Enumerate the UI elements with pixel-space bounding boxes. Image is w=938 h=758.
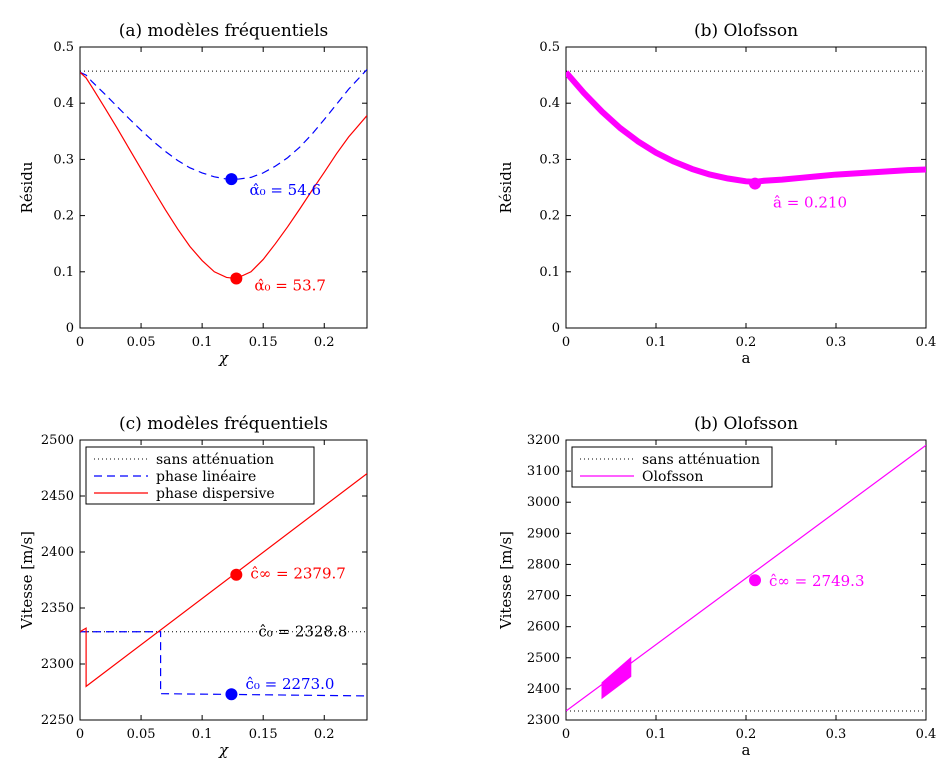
y-tick-label: 0.5 [53,40,74,55]
x-axis-label: a [742,741,751,758]
y-tick-label: 2400 [527,682,560,697]
x-axis-label: a [742,349,751,367]
data-marker [749,574,761,587]
x-tick-label: 0.15 [249,727,278,742]
legend-entry: Olofsson [642,469,703,485]
marker-label: α̂₀ = 54.6 [249,181,321,199]
y-tick-label: 2450 [41,489,74,504]
legend-box [571,446,773,488]
x-tick-label: 0 [562,335,570,350]
x-tick-label: 0.1 [192,335,213,350]
y-tick-label: 0.1 [539,265,560,280]
marker-label: ĉ∞ = 2749.3 [769,572,865,590]
x-tick-label: 0.4 [916,335,937,350]
y-tick-label: 3100 [527,464,560,479]
x-tick-label: 0.3 [826,727,847,742]
y-tick-label: 0.4 [539,96,560,111]
y-tick-label: 0.1 [53,265,74,280]
y-axis-label: Vitesse [m/s] [18,531,36,630]
data-marker [225,688,238,701]
chart-title: (b) Olofsson [694,414,798,434]
x-tick-label: 0.2 [314,727,335,742]
y-tick-label: 2500 [41,433,74,448]
x-tick-label: 0.05 [127,335,156,350]
x-axis-label: χ [218,349,229,367]
panel-a-residu-frequentiel: 0 0.05 0.1 0.15 0.2 0 0.1 0.2 0.3 0.4 0.5 (a) modèl… [18,21,368,367]
panel-d-vitesse-olofsson: 0 0.1 0.2 0.3 0.4 2300 2400 2500 2600 2700 2800 290… [497,414,936,758]
y-tick-label: 2250 [41,713,74,728]
y-tick-label: 0.2 [53,209,74,224]
y-tick-label: 2700 [527,589,560,604]
legend-box [85,446,315,505]
plot-area [566,444,926,712]
chart-title: (c) modèles fréquentiels [119,414,328,434]
y-tick-label: 2600 [527,620,560,635]
annotation-label: ĉ₀ = 2328.8 [258,623,347,641]
y-tick-label: 2900 [527,526,560,541]
x-tick-label: 0 [562,727,570,742]
data-marker [225,173,238,186]
marker-label: â = 0.210 [773,194,847,212]
plot-area [80,473,367,697]
marker-label: ĉ₀ = 2273.0 [245,675,334,693]
x-tick-label: 0.2 [314,335,335,350]
x-tick-label: 0 [76,727,84,742]
y-tick-label: 2300 [527,713,560,728]
legend-entry: phase dispersive [156,486,275,502]
data-marker [230,272,243,285]
data-marker [749,177,761,190]
panel-b-residu-olofsson: 0 0.1 0.2 0.3 0.4 0 0.1 0.2 0.3 0.4 0.5 (b) Olofsso… [497,21,936,367]
y-axis-label: Résidu [497,161,515,213]
y-tick-label: 2350 [41,601,74,616]
x-tick-label: 0.1 [646,727,667,742]
y-tick-label: 2400 [41,545,74,560]
y-tick-label: 2500 [527,651,560,666]
x-tick-label: 0.1 [646,335,667,350]
marker-label: α̂₀ = 53.7 [254,277,326,295]
marker-label: ĉ∞ = 2379.7 [250,565,346,583]
series-line-2 [80,473,367,688]
y-tick-label: 0.5 [539,40,560,55]
y-axis-label: Résidu [18,161,36,213]
plot-area [80,69,367,280]
axes-box [565,46,927,329]
y-tick-label: 0 [552,321,560,336]
y-tick-label: 0 [66,321,74,336]
chart-title: (b) Olofsson [694,21,798,41]
x-tick-label: 0.2 [736,335,757,350]
y-tick-label: 0.3 [53,152,74,167]
x-axis-label: χ [218,741,229,758]
y-tick-label: 2800 [527,557,560,572]
x-tick-label: 0 [76,335,84,350]
x-tick-label: 0.4 [916,727,937,742]
y-axis-label: Vitesse [m/s] [497,531,515,630]
series-line-1 [80,69,367,180]
x-tick-label: 0.05 [127,727,156,742]
x-tick-label: 0.1 [192,727,213,742]
panel-c-vitesse-frequentiel: 0 0.05 0.1 0.15 0.2 2250 2300 2350 2400 2450 2500 (… [18,414,368,758]
y-tick-label: 0.2 [539,209,560,224]
x-tick-label: 0.15 [249,335,278,350]
legend-entry: sans atténuation [642,452,760,468]
y-tick-label: 0.4 [53,96,74,111]
legend-entry: sans atténuation [156,452,274,468]
y-tick-label: 0.3 [539,152,560,167]
data-marker [230,568,243,581]
series-line-2 [80,71,367,280]
x-tick-label: 0.2 [736,727,757,742]
legend-entry: phase linéaire [156,469,256,485]
chart-title: (a) modèles fréquentiels [119,21,329,41]
y-tick-label: 3200 [527,433,560,448]
axes-box [79,46,368,329]
series-line-1 [566,444,926,712]
x-tick-label: 0.3 [826,335,847,350]
y-tick-label: 3000 [527,495,560,510]
y-tick-label: 2300 [41,657,74,672]
series-line-1 [80,631,367,697]
